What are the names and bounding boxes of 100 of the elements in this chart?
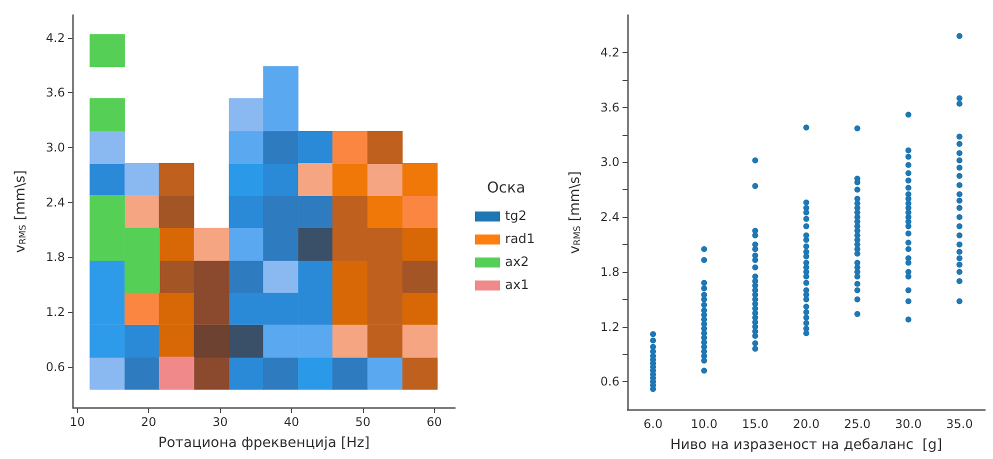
point	[124, 195, 160, 228]
x-tick-label: 35.0	[946, 417, 973, 431]
point	[263, 98, 298, 132]
point	[228, 195, 264, 228]
point	[367, 131, 403, 164]
x-tick-label: 6.0	[643, 417, 663, 431]
point	[402, 195, 438, 228]
y-axis-title: vRMS [mm\s]	[567, 171, 583, 254]
point	[228, 131, 264, 164]
x-tick-label: 40	[284, 415, 300, 429]
point	[158, 292, 194, 325]
point	[367, 228, 403, 261]
point	[158, 228, 194, 261]
point	[124, 324, 160, 358]
point	[298, 292, 334, 325]
point	[90, 324, 125, 358]
point	[367, 324, 403, 358]
y-axis-title: vRMS [mm\s]	[12, 170, 28, 253]
point	[298, 163, 334, 196]
point	[263, 260, 298, 293]
point	[90, 131, 125, 164]
point	[367, 356, 403, 390]
legend-label: ax1	[505, 278, 529, 293]
point	[402, 260, 438, 293]
point	[158, 260, 194, 293]
point	[367, 260, 403, 293]
x-tick-label: 20.0	[792, 417, 820, 431]
y-tick-label: 1.8	[46, 250, 65, 264]
x-tick-label: 30	[212, 415, 228, 429]
point	[263, 195, 298, 228]
point	[158, 324, 194, 358]
point	[228, 324, 264, 358]
point	[402, 324, 438, 358]
point	[298, 260, 334, 293]
point	[263, 292, 298, 325]
point	[124, 163, 160, 196]
point	[298, 228, 334, 261]
point	[332, 292, 368, 325]
point	[228, 260, 264, 293]
y-tick-label: 1.2	[600, 320, 620, 334]
point	[228, 292, 264, 325]
point	[158, 195, 194, 228]
point	[263, 356, 298, 390]
x-tick-label: 60	[426, 415, 442, 429]
point	[402, 228, 438, 261]
y-tick-label: 0.6	[46, 360, 65, 374]
point	[367, 292, 403, 325]
x-tick-label: 10	[70, 415, 85, 429]
point	[228, 356, 264, 390]
point	[90, 260, 125, 293]
point	[298, 131, 334, 164]
point	[90, 34, 125, 68]
y-tick-label: 2.4	[46, 195, 65, 210]
point	[124, 260, 160, 293]
point	[90, 292, 125, 325]
legend-title: Оска	[487, 178, 526, 196]
point	[332, 324, 368, 358]
point	[124, 356, 160, 390]
point	[194, 292, 230, 325]
y-tick-label: 3.0	[46, 140, 65, 155]
point	[158, 356, 194, 390]
point	[194, 260, 230, 293]
x-tick-label: 20	[141, 415, 156, 429]
point	[263, 324, 298, 358]
y-tick-label: 3.0	[600, 155, 620, 170]
x-tick-label: 50	[355, 415, 371, 429]
point	[263, 131, 298, 164]
point	[228, 163, 264, 196]
y-tick-label: 1.8	[600, 264, 620, 279]
point	[90, 195, 125, 228]
point	[367, 163, 403, 196]
point	[194, 228, 230, 261]
point	[332, 260, 368, 293]
y-tick-label: 4.2	[600, 45, 620, 60]
point	[90, 163, 125, 196]
point	[124, 292, 160, 325]
point	[402, 292, 438, 325]
y-tick-label: 3.6	[600, 100, 620, 114]
point	[263, 163, 298, 196]
y-tick-label: 3.6	[46, 86, 65, 100]
y-tick-label: 4.2	[46, 30, 65, 45]
point	[194, 356, 230, 390]
y-tick-label: 1.2	[46, 305, 65, 320]
point	[367, 195, 403, 228]
point	[402, 163, 438, 196]
x-tick-label: 15.0	[742, 417, 769, 431]
point	[332, 195, 368, 228]
y-tick-label: 0.6	[600, 374, 620, 389]
x-axis-title: Ротациона фреквенција [Hz]	[158, 435, 370, 451]
point	[90, 356, 125, 390]
point	[298, 356, 334, 390]
x-tick-label: 25.0	[844, 417, 871, 431]
x-tick-label: 10.0	[690, 417, 718, 431]
point	[158, 163, 194, 196]
point	[332, 163, 368, 196]
point	[298, 324, 334, 358]
y-tick-label: 2.4	[600, 210, 620, 224]
legend-label: tg2	[505, 209, 527, 224]
x-tick-label: 30.0	[895, 417, 922, 431]
legend-label: rad1	[505, 232, 535, 247]
